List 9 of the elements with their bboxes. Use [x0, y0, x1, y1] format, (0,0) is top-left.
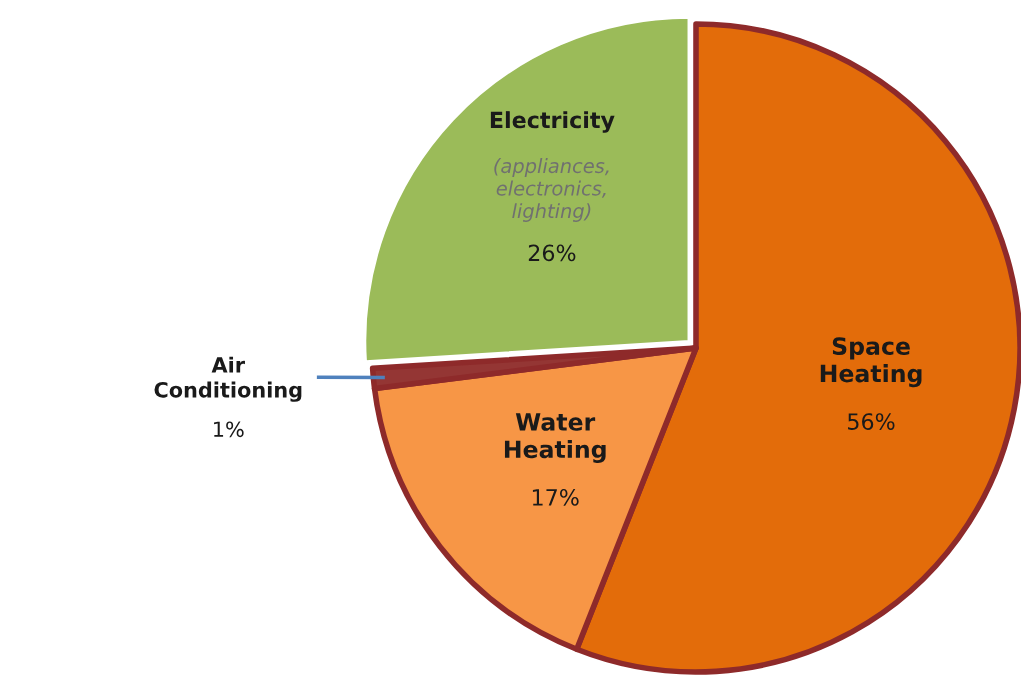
slice-label: Electricity: [490, 111, 615, 133]
data-label: 1%: [214, 421, 244, 438]
slice-label: Space Heating: [820, 337, 922, 388]
data-label: 17%: [532, 488, 579, 506]
slice-label: Water Heating: [504, 413, 606, 463]
data-label: 26%: [528, 244, 576, 262]
data-label: 56%: [848, 413, 895, 430]
slice-label: Air Conditioning: [154, 356, 302, 402]
text: (appliances, electronics, lighting): [494, 158, 609, 222]
